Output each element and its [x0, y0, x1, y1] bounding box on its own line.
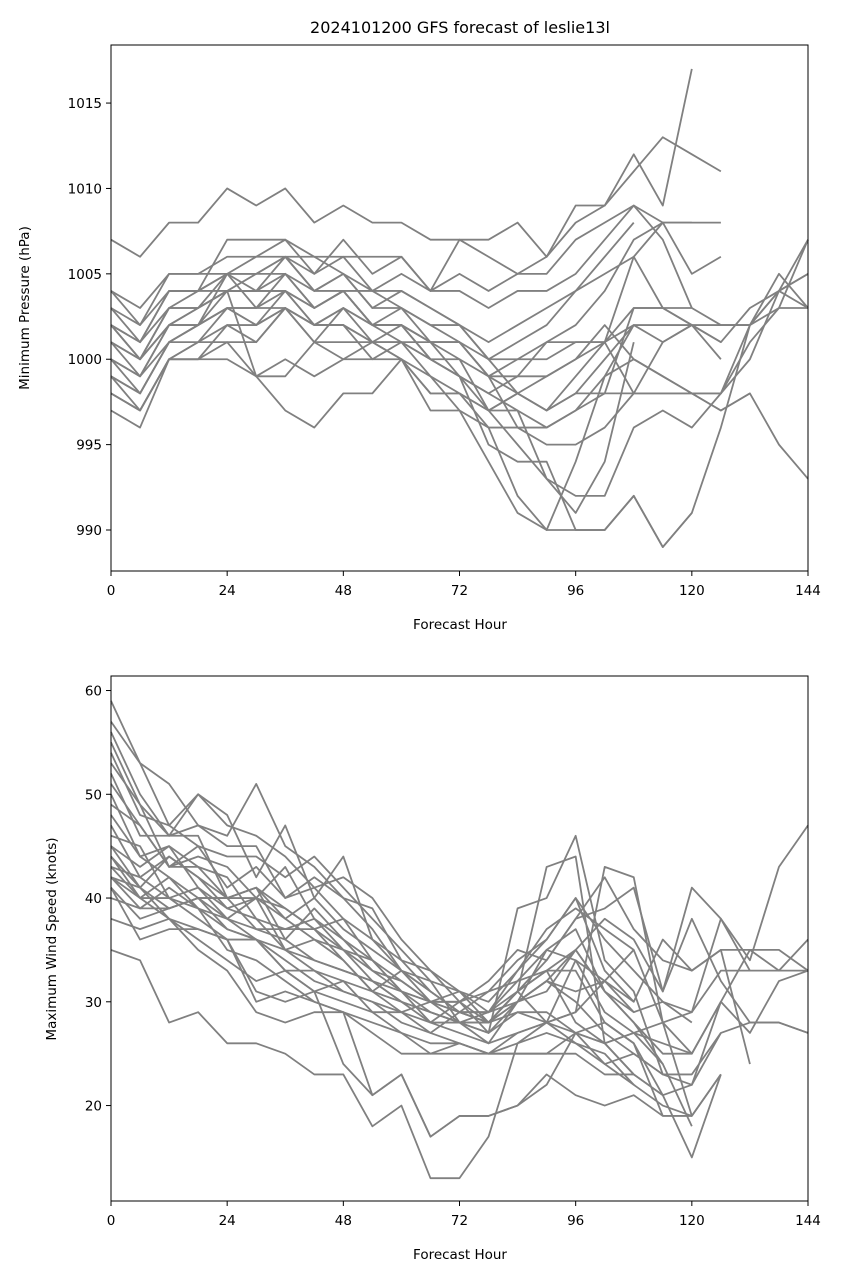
- wind-x-tick-label: 48: [335, 1213, 352, 1229]
- wind-y-tick-label: 60: [85, 684, 102, 700]
- wind-x-tick-label: 0: [107, 1213, 116, 1229]
- pressure-x-tick-label: 72: [451, 583, 468, 599]
- pressure-axis-ticks: 0 24 48 72 96 120 144 990 995 1000 1005 1010 1015: [68, 96, 821, 599]
- wind-series-line-25: [110, 845, 750, 1045]
- pressure-y-tick-label: 1005: [68, 267, 102, 283]
- pressure-x-tick-label: 48: [335, 583, 352, 599]
- pressure-plot-frame: [110, 44, 809, 572]
- pressure-series-line-12: [110, 255, 722, 412]
- wind-x-tick-label: 24: [219, 1213, 236, 1229]
- wind-y-tick-label: 20: [85, 1099, 102, 1115]
- pressure-x-tick-label: 96: [567, 583, 584, 599]
- pressure-x-tick-label: 0: [107, 583, 116, 599]
- pressure-y-axis-label: Minimum Pressure (hPa): [17, 226, 33, 390]
- wind-y-tick-label: 50: [85, 787, 102, 803]
- wind-x-tick-label: 144: [795, 1213, 821, 1229]
- pressure-y-tick-label: 990: [76, 523, 102, 539]
- pressure-x-axis-label: Forecast Hour: [413, 617, 507, 633]
- pressure-x-tick-label: 144: [795, 583, 821, 599]
- wind-x-axis-label: Forecast Hour: [413, 1247, 507, 1263]
- wind-series-line-12: [110, 824, 664, 1096]
- wind-y-axis-label: Maximum Wind Speed (knots): [44, 837, 60, 1040]
- wind-x-tick-label: 72: [451, 1213, 468, 1229]
- pressure-y-tick-label: 1015: [68, 96, 102, 112]
- pressure-series-line-1: [110, 68, 693, 258]
- wind-x-tick-label: 120: [679, 1213, 705, 1229]
- wind-series-line-4: [110, 742, 722, 1117]
- wind-x-tick-label: 96: [567, 1213, 584, 1229]
- pressure-y-tick-label: 995: [76, 438, 102, 454]
- pressure-y-tick-label: 1010: [68, 181, 102, 197]
- wind-series-lines: [110, 700, 809, 1180]
- wind-plot-frame: [110, 675, 809, 1202]
- wind-series-line-8: [110, 783, 664, 1065]
- pressure-series-lines: [110, 68, 809, 548]
- wind-y-tick-label: 40: [85, 891, 102, 907]
- wind-series-line-27: [110, 834, 664, 1075]
- wind-series-line-5: [110, 752, 693, 1024]
- pressure-x-tick-label: 24: [219, 583, 236, 599]
- pressure-series-line-22: [110, 221, 722, 412]
- pressure-series-line-20: [110, 307, 808, 412]
- pressure-x-tick-label: 120: [679, 583, 705, 599]
- wind-series-line-21: [110, 949, 722, 1180]
- pressure-series-line-21: [110, 273, 809, 446]
- wind-y-tick-label: 30: [85, 995, 102, 1011]
- wind-series-line-19: [110, 886, 635, 1014]
- pressure-y-tick-label: 1000: [68, 352, 102, 368]
- wind-series-line-9: [110, 793, 693, 1127]
- wind-axis-ticks: 0 24 48 72 96 120 144 20 30 40 50 60: [85, 684, 821, 1229]
- pressure-panel: 2024101200 GFS forecast of leslie13l 0 24…: [17, 18, 821, 633]
- pressure-series-line-18: [110, 290, 635, 531]
- chart-title: 2024101200 GFS forecast of leslie13l: [310, 18, 610, 37]
